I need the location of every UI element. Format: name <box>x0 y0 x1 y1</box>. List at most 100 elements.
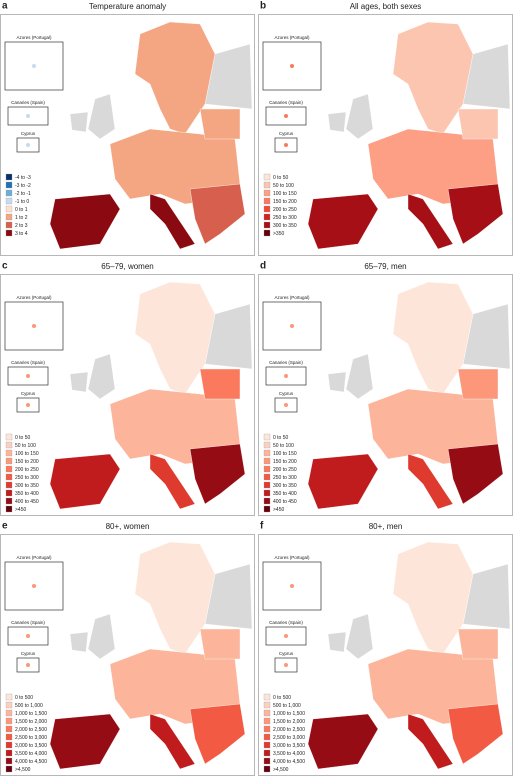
legend-swatch <box>5 717 13 725</box>
legend-swatch <box>5 749 13 757</box>
legend-swatch <box>5 205 13 213</box>
legend-swatch <box>5 757 13 765</box>
legend-label: 200 to 250 <box>273 467 297 473</box>
legend-swatch <box>263 709 271 717</box>
inset-island <box>284 634 288 638</box>
legend-label: 2,000 to 2,500 <box>15 727 47 733</box>
panel-letter: c <box>2 261 8 272</box>
inset-island <box>284 374 288 378</box>
panel-letter: a <box>2 1 8 12</box>
region <box>447 443 504 505</box>
inset-label: Azores (Portugal) <box>16 35 52 40</box>
map: Azores (Portugal) Canaries (Spain) Cyprus 0… <box>258 534 513 776</box>
region <box>199 368 241 400</box>
inset-label: Cyprus <box>279 391 294 396</box>
legend-swatch <box>5 765 13 773</box>
legend-swatch <box>263 213 271 221</box>
non-study-land <box>345 613 374 660</box>
region <box>407 193 454 250</box>
legend-label: 2,500 to 3,000 <box>15 735 47 741</box>
legend-label: 2 to 3 <box>15 223 28 229</box>
panel: c 65–79, women Azores (Portugal) Canaries (… <box>0 261 255 516</box>
inset-label: Canaries (Spain) <box>269 100 303 105</box>
legend-swatch <box>5 481 13 489</box>
inset-label: Cyprus <box>279 131 294 136</box>
non-study-land <box>327 371 347 393</box>
inset-island <box>26 114 30 118</box>
region <box>149 713 196 770</box>
inset-island <box>26 403 30 407</box>
legend-label: 0 to 500 <box>273 695 291 701</box>
region <box>307 713 379 770</box>
map: Azores (Portugal) Canaries (Spain) Cyprus 0… <box>258 14 513 256</box>
region <box>307 453 379 510</box>
legend-label: >350 <box>273 231 284 237</box>
non-study-land <box>69 111 89 133</box>
non-study-land <box>87 613 116 660</box>
legend-swatch <box>263 197 271 205</box>
inset-label: Canaries (Spain) <box>11 360 45 365</box>
legend-swatch <box>5 181 13 189</box>
legend-label: -4 to -3 <box>15 175 31 181</box>
legend-label: 200 to 250 <box>15 467 39 473</box>
region <box>149 453 196 510</box>
inset-label: Cyprus <box>21 131 36 136</box>
legend-swatch <box>5 457 13 465</box>
map: Azores (Portugal) Canaries (Spain) Cyprus -… <box>0 14 255 256</box>
legend-swatch <box>5 497 13 505</box>
inset-label: Canaries (Spain) <box>11 620 45 625</box>
panel-letter: b <box>260 1 266 12</box>
legend-label: 250 to 300 <box>273 215 297 221</box>
legend-label: -3 to -2 <box>15 183 31 189</box>
non-study-land <box>87 93 116 140</box>
legend-swatch <box>263 693 271 701</box>
non-study-land <box>345 353 374 400</box>
legend-swatch <box>5 449 13 457</box>
legend-label: 100 to 150 <box>273 451 297 457</box>
inset-island <box>32 324 36 328</box>
legend-label: 0 to 50 <box>15 435 31 441</box>
legend-label: 4,000 to 4,500 <box>273 759 305 765</box>
legend-label: 250 to 300 <box>15 475 39 481</box>
panel-title: 65–79, men <box>364 262 406 271</box>
legend-label: 100 to 150 <box>273 191 297 197</box>
legend-swatch <box>5 733 13 741</box>
non-study-land <box>69 631 89 653</box>
legend-label: 3,500 to 4,000 <box>273 751 305 757</box>
region <box>189 443 246 505</box>
panel-title: Temperature anomaly <box>89 2 166 11</box>
inset-label: Canaries (Spain) <box>269 360 303 365</box>
legend-swatch <box>5 433 13 441</box>
legend-swatch <box>263 229 271 237</box>
legend-label: 400 to 450 <box>15 499 39 505</box>
legend-label: 0 to 500 <box>15 695 33 701</box>
legend-label: 2,500 to 3,000 <box>273 735 305 741</box>
legend-label: 0 to 1 <box>15 207 28 213</box>
legend-label: 150 to 200 <box>273 199 297 205</box>
inset-island <box>290 64 294 68</box>
legend-label: 4,000 to 4,500 <box>15 759 47 765</box>
inset-label: Azores (Portugal) <box>274 295 310 300</box>
legend-swatch <box>5 465 13 473</box>
panel-title: All ages, both sexes <box>350 2 422 11</box>
legend-label: >4,500 <box>15 767 31 773</box>
legend-swatch <box>5 229 13 237</box>
inset-label: Azores (Portugal) <box>16 295 52 300</box>
region <box>189 703 246 765</box>
non-study-land <box>327 111 347 133</box>
legend-label: 150 to 200 <box>273 459 297 465</box>
legend-swatch <box>263 221 271 229</box>
legend-swatch <box>5 709 13 717</box>
non-study-land <box>345 93 374 140</box>
map: Azores (Portugal) Canaries (Spain) Cyprus 0… <box>0 274 255 516</box>
region <box>49 193 121 250</box>
legend-swatch <box>263 701 271 709</box>
legend-label: 50 to 100 <box>273 443 294 449</box>
legend-label: 500 to 1,000 <box>15 703 43 709</box>
inset-island <box>284 403 288 407</box>
non-study-land <box>87 353 116 400</box>
legend-swatch <box>5 489 13 497</box>
legend-label: 3,500 to 4,000 <box>15 751 47 757</box>
inset-island <box>32 584 36 588</box>
